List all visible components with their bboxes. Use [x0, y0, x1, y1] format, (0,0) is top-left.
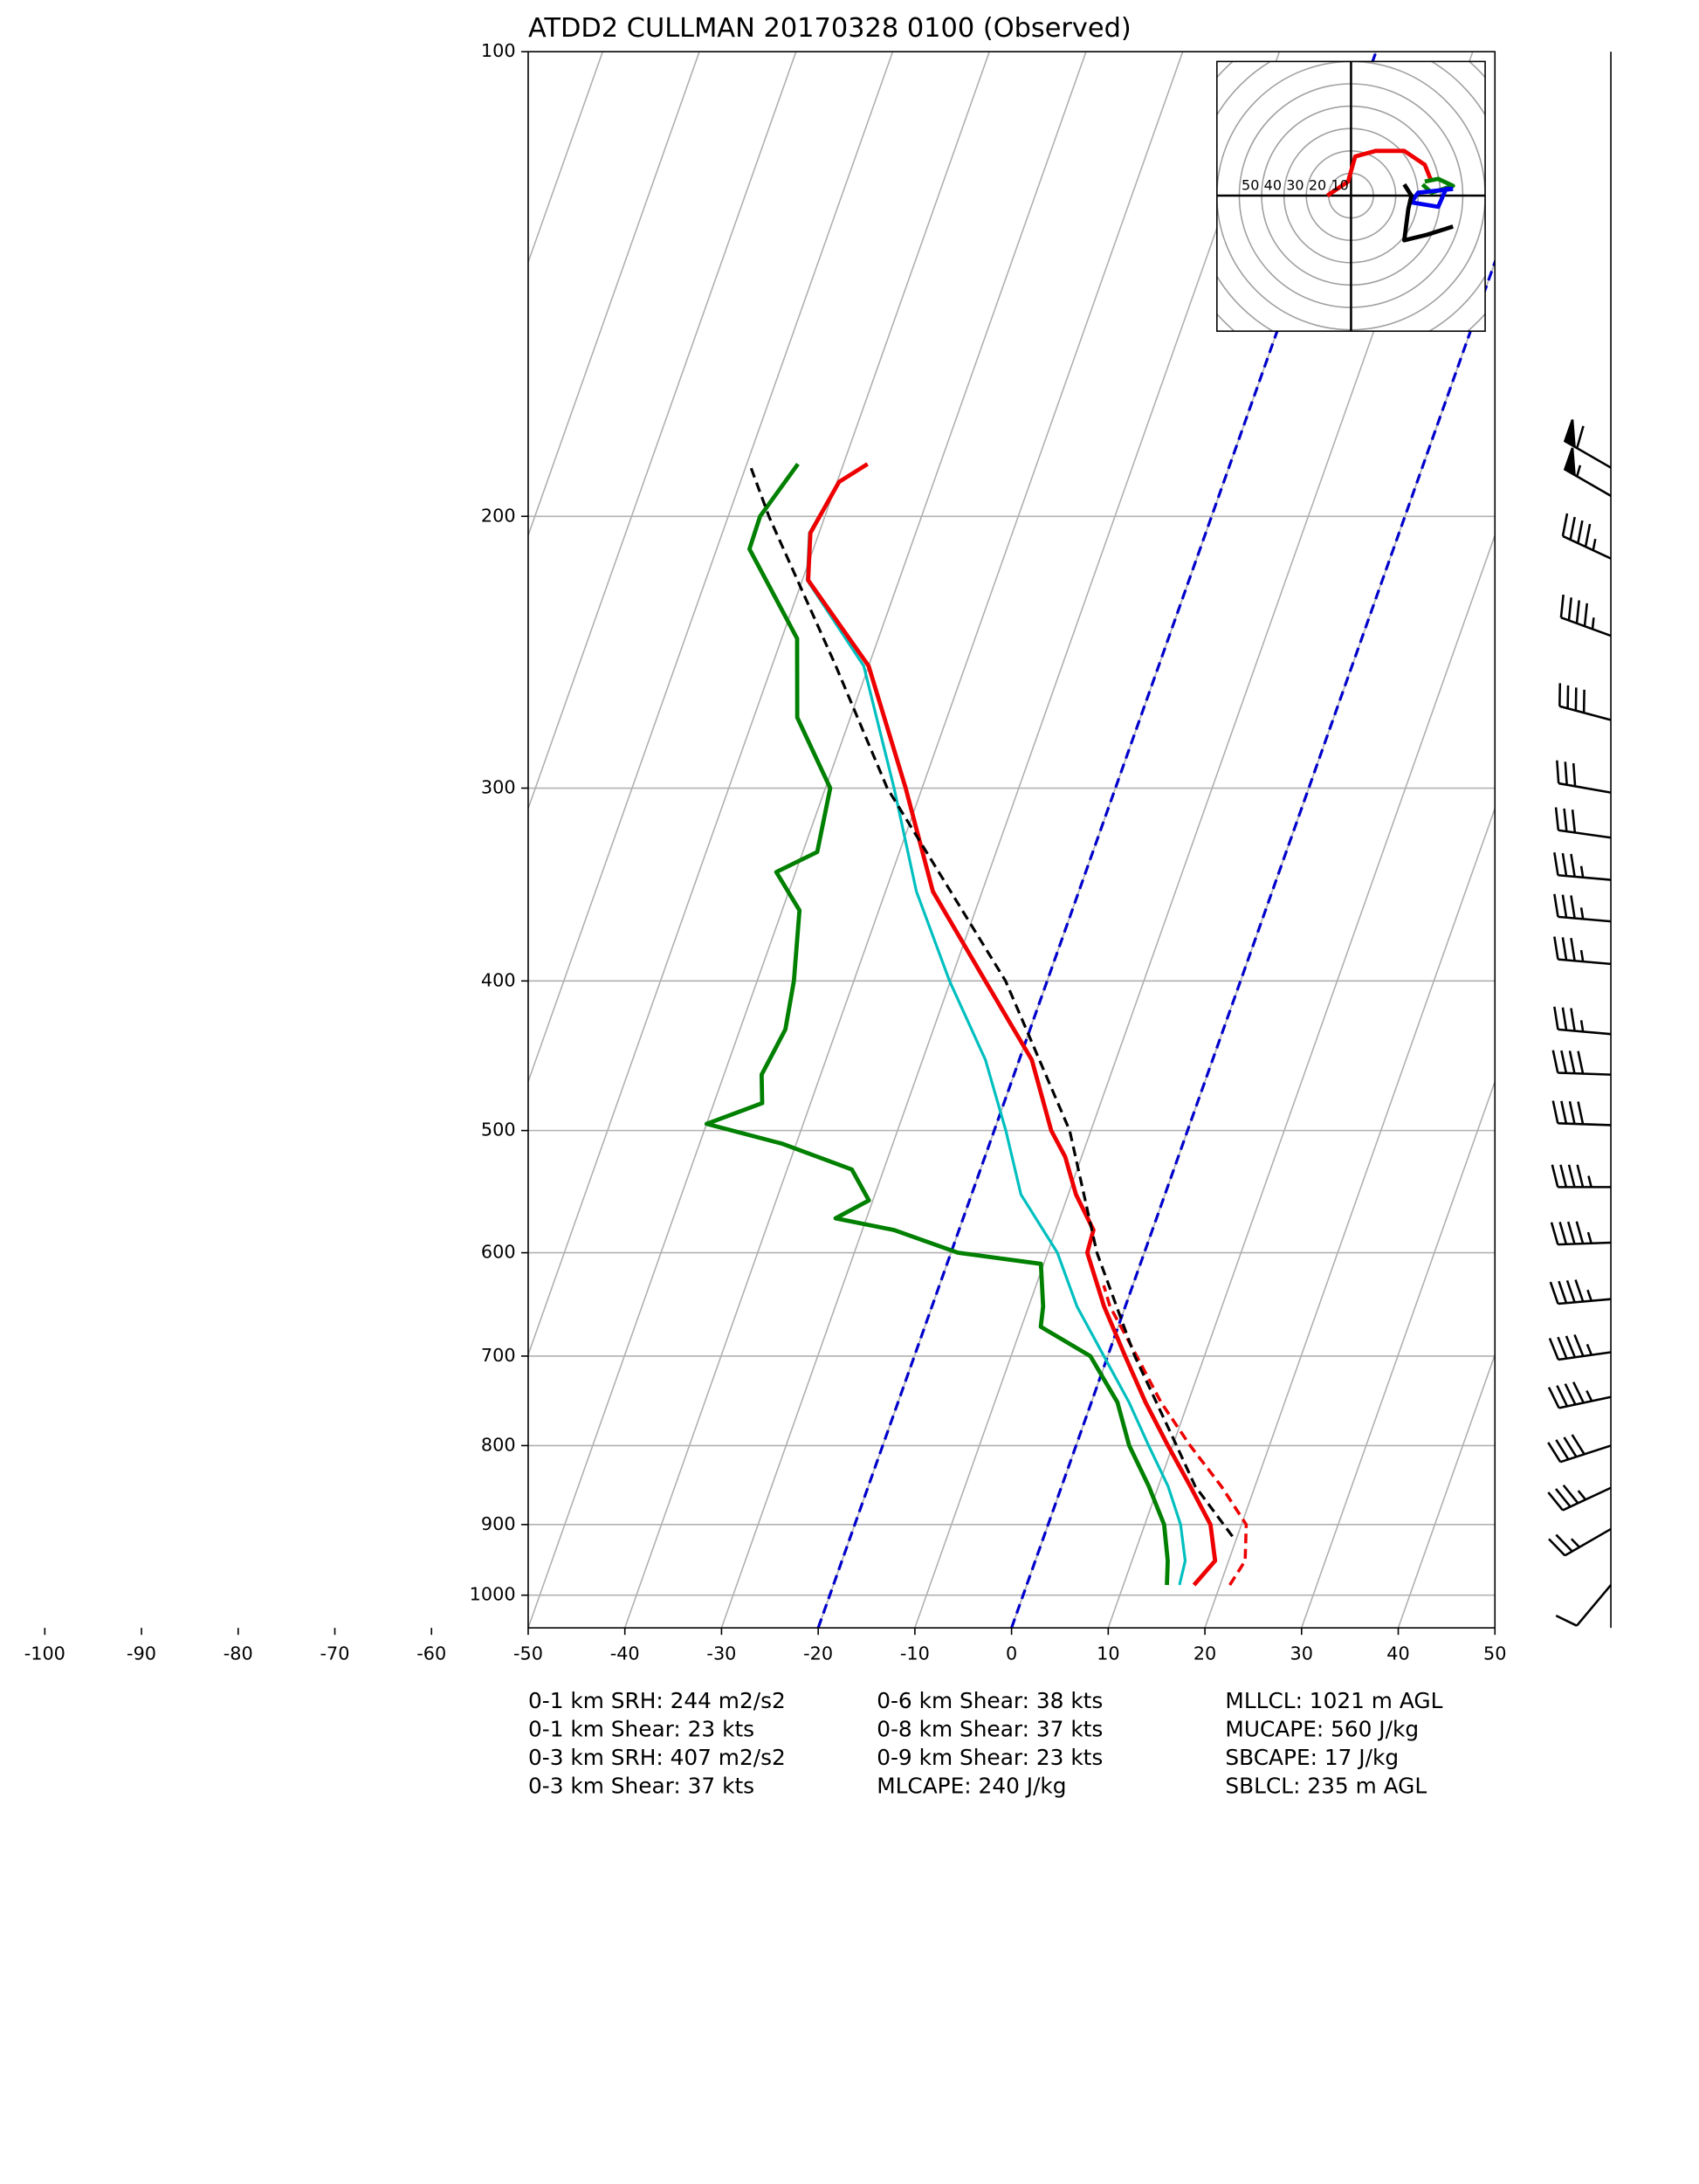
wind-barb: [1551, 1050, 1612, 1076]
profile-line: [1102, 1285, 1248, 1586]
wind-barb: [1548, 1527, 1612, 1557]
x-tick-label: 10: [1097, 1643, 1119, 1664]
y-tick-label: 800: [481, 1434, 516, 1455]
wind-barb: [1548, 1334, 1612, 1361]
dashed-isotherm: [1010, 258, 1496, 1629]
y-tick-label: 700: [481, 1345, 516, 1366]
x-tick-label: -80: [224, 1643, 253, 1664]
isotherm: [1397, 1352, 1496, 1629]
hodo-line: [1402, 183, 1454, 243]
stat-text: MLCAPE: 240 J/kg: [877, 1773, 1066, 1798]
x-tick-label: -30: [706, 1643, 736, 1664]
hodo-ring-label: 50: [1242, 176, 1259, 193]
x-tick-label: -70: [320, 1643, 350, 1664]
isotherm: [720, 52, 1281, 1629]
wind-barb: [1549, 1279, 1612, 1306]
x-tick-label: 40: [1386, 1643, 1409, 1664]
x-tick-label: 0: [1006, 1643, 1017, 1664]
x-tick-label: 50: [1483, 1643, 1506, 1664]
isotherm: [1494, 1625, 1496, 1629]
wind-barb: [1553, 893, 1612, 923]
wind-barb: [1551, 1164, 1612, 1188]
y-tick-label: 300: [481, 777, 516, 798]
hodo-frame: [1216, 60, 1486, 333]
x-tick-label: -60: [416, 1643, 446, 1664]
wind-barb: [1554, 807, 1612, 839]
stat-text: SBCAPE: 17 J/kg: [1225, 1745, 1399, 1770]
plot-frame: [527, 51, 1496, 1629]
profile-line: [748, 463, 1234, 1538]
grid: [527, 52, 1496, 1629]
hodo-plot: [1216, 61, 1486, 332]
isotherm: [527, 52, 700, 538]
x-tick-label: -10: [900, 1643, 930, 1664]
x-tick-label: -50: [513, 1643, 543, 1664]
stat-text: 0-1 km Shear: 23 kts: [528, 1716, 754, 1741]
isotherm: [623, 52, 1184, 1629]
wind-barb: [1555, 1584, 1613, 1627]
x-tick-label: -100: [24, 1643, 65, 1664]
stat-text: 0-9 km Shear: 23 kts: [877, 1745, 1103, 1770]
isotherm: [527, 52, 990, 1357]
stat-text: 0-8 km Shear: 37 kts: [877, 1716, 1103, 1741]
y-tick-label: 600: [481, 1242, 516, 1263]
y-tick-label: 500: [481, 1120, 516, 1140]
wind-barb: [1558, 683, 1612, 721]
dashed-isotherm: [816, 52, 1378, 1629]
y-tick-label: 1000: [470, 1584, 516, 1605]
profile-line: [704, 462, 1170, 1586]
isotherm: [527, 52, 1087, 1629]
wind-barb: [1553, 852, 1612, 881]
isotherm: [527, 52, 894, 1084]
x-tick-label: -90: [127, 1643, 156, 1664]
isotherm: [1301, 1079, 1496, 1629]
stat-text: SBLCL: 235 m AGL: [1225, 1773, 1427, 1798]
hodo-ring-label: 20: [1309, 176, 1326, 193]
wind-barb: [1550, 1221, 1612, 1246]
stat-text: MUCAPE: 560 J/kg: [1225, 1716, 1419, 1741]
wind-barb: [1559, 594, 1612, 637]
x-tick-label: -40: [610, 1643, 640, 1664]
isotherm: [1204, 806, 1496, 1629]
profile-line: [806, 462, 1218, 1587]
hodo-line: [1325, 148, 1434, 198]
x-tick-label: -20: [803, 1643, 833, 1664]
profiles: [704, 462, 1248, 1587]
stat-text: MLLCL: 1021 m AGL: [1225, 1688, 1442, 1713]
hodo-ring-label: 10: [1331, 176, 1348, 193]
wind-barb: [1556, 760, 1612, 794]
wind-barb: [1563, 419, 1612, 469]
wind-barb: [1553, 936, 1612, 966]
wind-barb: [1561, 513, 1612, 560]
isotherm: [527, 52, 797, 811]
stat-text: 0-1 km SRH: 244 m2/s2: [528, 1688, 786, 1713]
isotherm: [1107, 533, 1496, 1629]
hodo-ring-label: 40: [1264, 176, 1282, 193]
stat-text: 0-6 km Shear: 38 kts: [877, 1688, 1103, 1713]
hodo-line: [1409, 186, 1454, 210]
wind-barb: [1551, 1100, 1612, 1126]
wind-barb: [1563, 447, 1612, 498]
stat-text: 0-3 km SRH: 407 m2/s2: [528, 1745, 786, 1770]
hodograph: 50 40 30 20 10: [1216, 60, 1486, 333]
wind-barb: [1547, 1381, 1612, 1409]
isotherm: [527, 52, 604, 265]
x-tick-label: 20: [1193, 1643, 1216, 1664]
hodo-ring-label: 30: [1286, 176, 1303, 193]
y-tick-label: 100: [481, 40, 516, 61]
y-tick-label: 400: [481, 969, 516, 990]
wind-barb: [1547, 1485, 1612, 1512]
chart-title: ATDD2 CULLMAN 20170328 0100 (Observed): [528, 13, 1132, 44]
y-tick-label: 200: [481, 505, 516, 526]
y-tick-label: 900: [481, 1513, 516, 1534]
wind-barb: [1553, 1006, 1612, 1036]
wind-barb: [1547, 1434, 1612, 1464]
stat-text: 0-3 km Shear: 37 kts: [528, 1773, 754, 1798]
x-tick-label: 30: [1290, 1643, 1313, 1664]
